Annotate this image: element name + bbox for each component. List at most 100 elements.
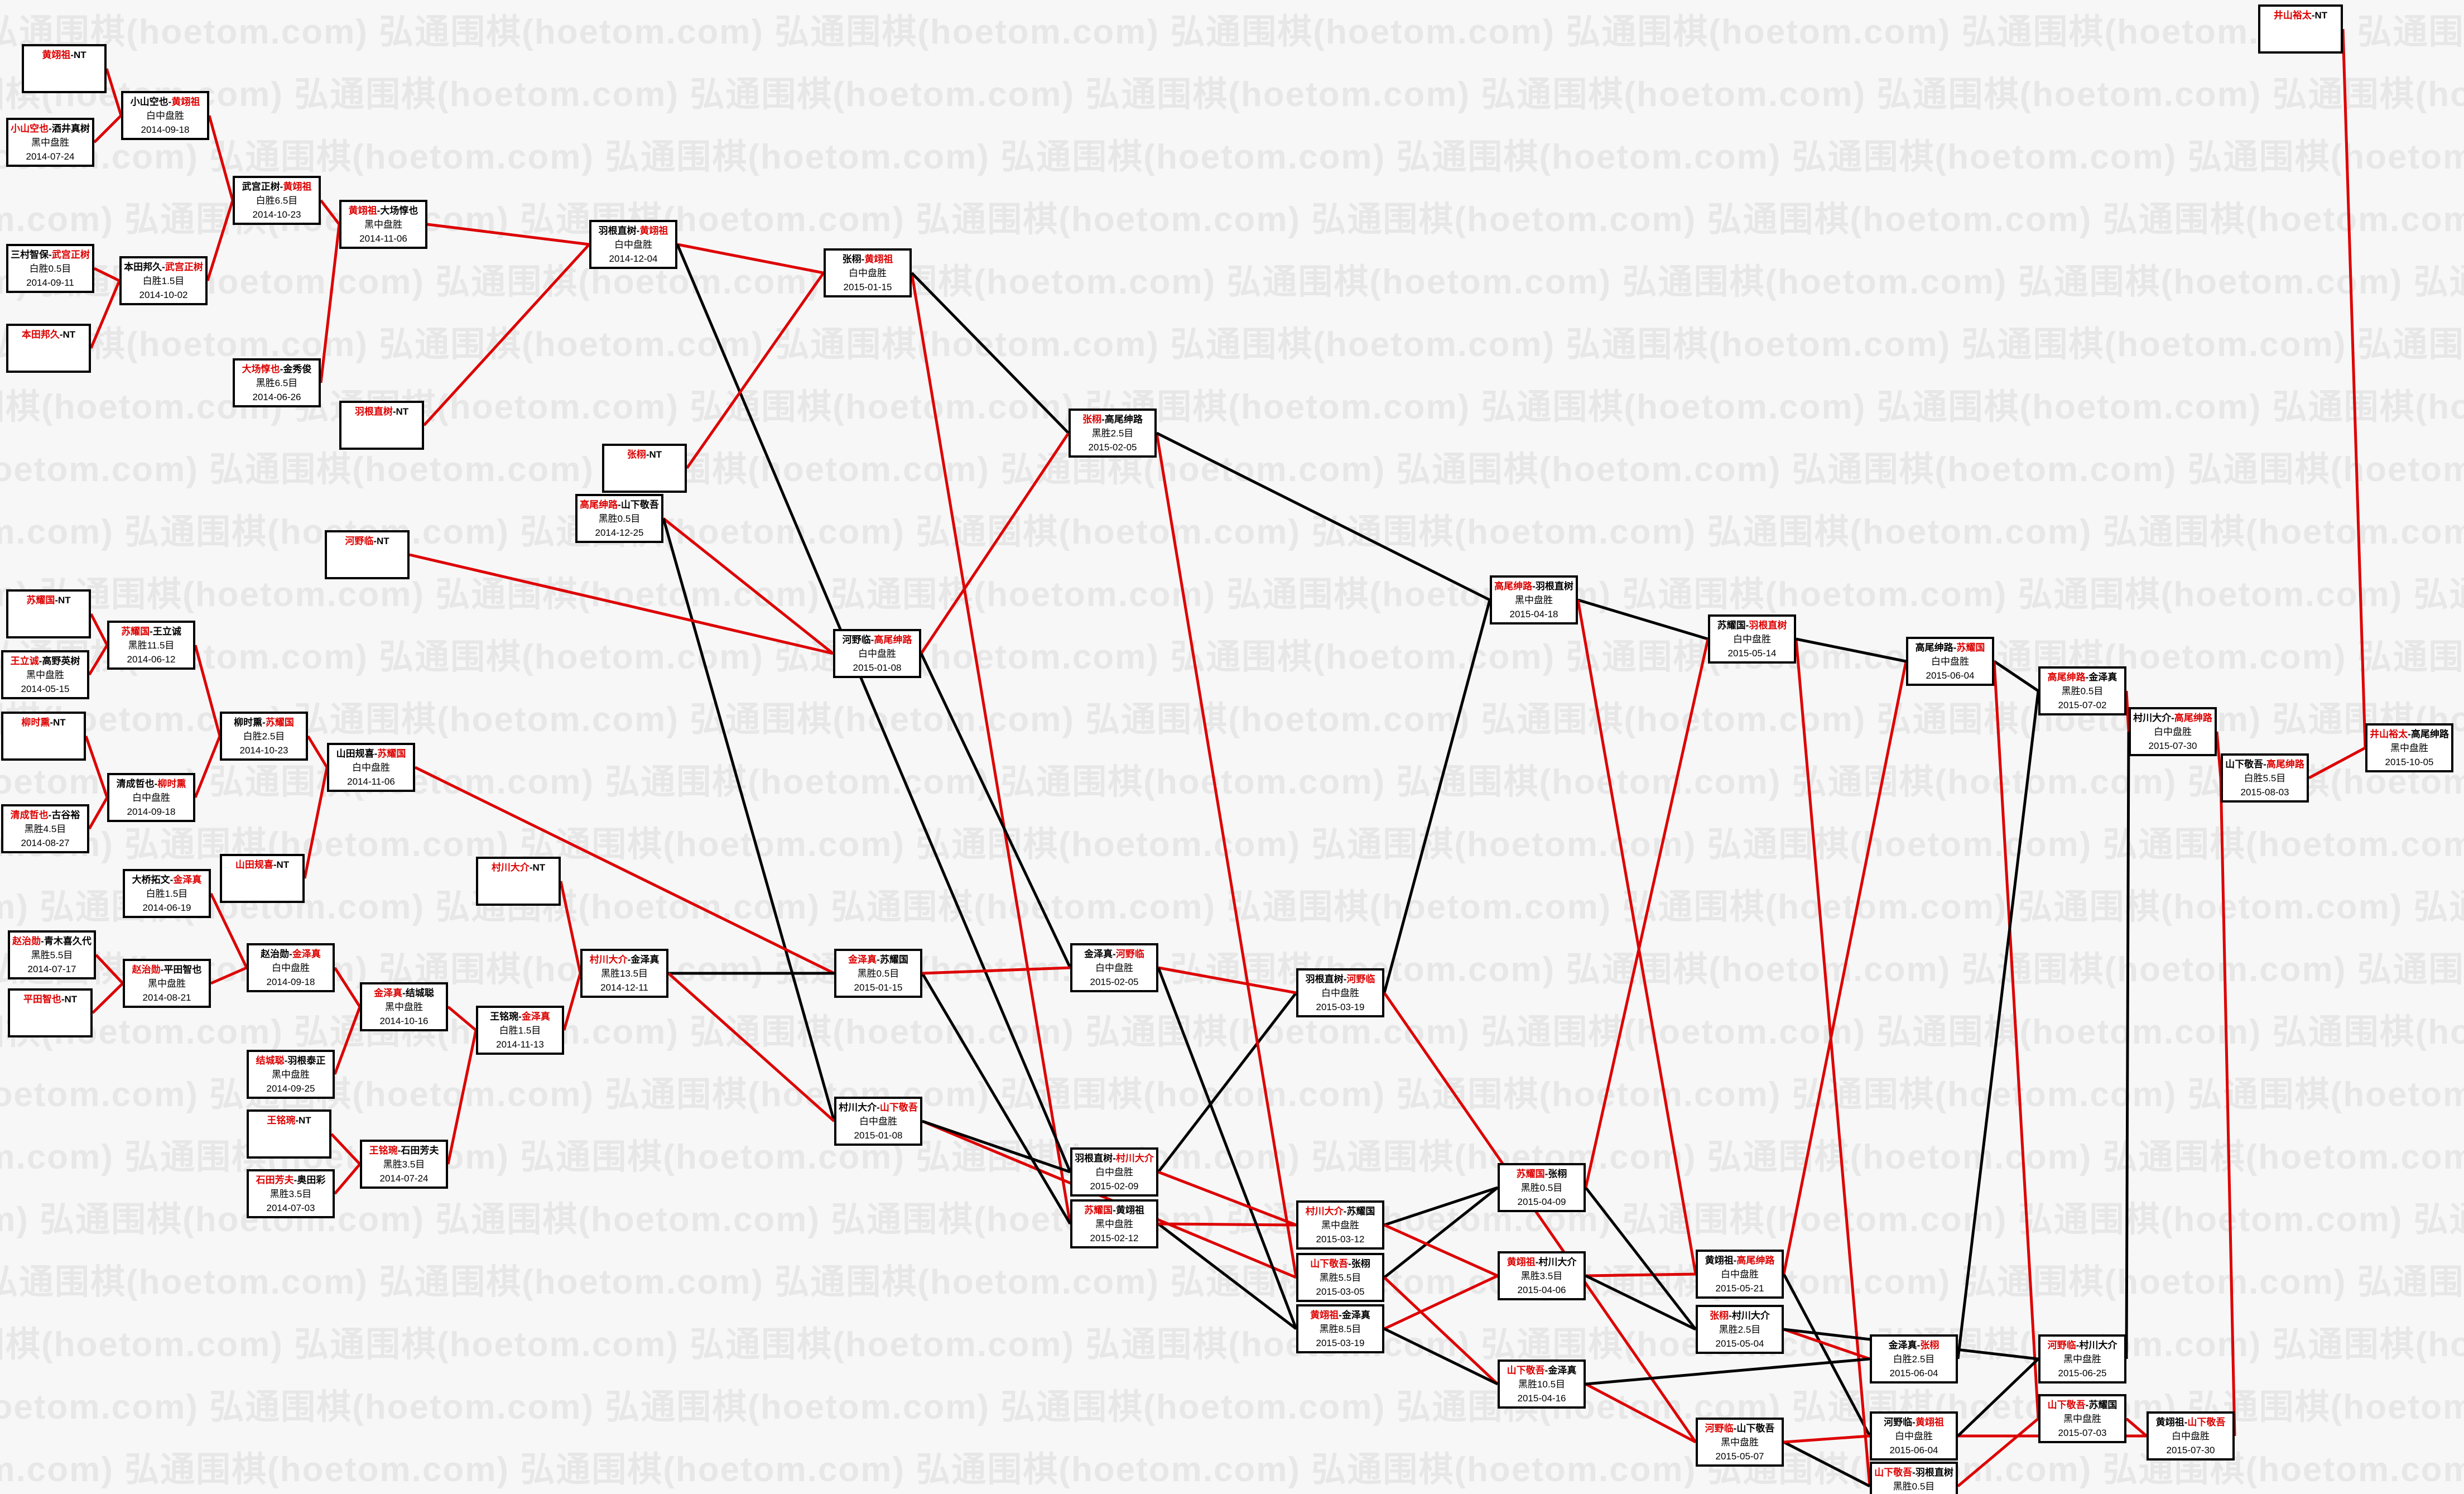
game-box[interactable]: 赵治勋-青木喜久代 黑胜5.5目 2014-07-17	[8, 930, 96, 979]
winner-path-line	[194, 645, 222, 737]
game-box[interactable]: 石田芳夫-奥田彩 黑胜3.5目 2014-07-03	[247, 1169, 335, 1218]
seed-game-box[interactable]: 平田智也-NT	[8, 988, 93, 1037]
game-box[interactable]: 赵治勋-金泽真 白中盘胜 2014-09-18	[247, 943, 335, 992]
game-box[interactable]: 柳时熏-苏耀国 白胜2.5目 2014-10-23	[220, 712, 308, 761]
game-box[interactable]: 河野临-村川大介 黑中盘胜 2015-06-25	[2038, 1334, 2126, 1383]
winner-path-line	[1782, 661, 1908, 1275]
player-name: 山下敬吾	[2225, 759, 2264, 770]
game-box[interactable]: 金泽真-结城聪 黑中盘胜 2014-10-16	[360, 982, 448, 1031]
result-text: 黑中盘胜	[2063, 1414, 2101, 1424]
seed-game-box[interactable]: 河野临-NT	[325, 530, 410, 579]
result-text: 黑中盘胜	[1321, 1220, 1359, 1231]
game-box[interactable]: 苏耀国-黄翊祖 黑中盘胜 2015-02-12	[1070, 1199, 1158, 1248]
players-label: 河野临-山下敬吾	[1698, 1421, 1782, 1435]
seed-game-box[interactable]: 村川大介-NT	[476, 857, 561, 906]
game-box[interactable]: 河野临-山下敬吾 黑中盘胜 2015-05-07	[1696, 1418, 1784, 1467]
game-box[interactable]: 金泽真-苏耀国 黑胜0.5目 2015-01-15	[834, 949, 922, 998]
player-name: 羽根直树	[1075, 1153, 1113, 1164]
date-text: 2015-02-12	[1090, 1233, 1139, 1243]
seed-game-box[interactable]: 井山裕太-NT	[2258, 4, 2343, 54]
result-text: 黑中盘胜	[2390, 743, 2428, 753]
date-text: 2014-10-23	[252, 209, 301, 220]
winner-name: 村川大介	[1115, 1153, 1154, 1164]
game-box[interactable]: 羽根直树-河野临 白中盘胜 2015-03-19	[1296, 968, 1384, 1017]
name-separator: -	[1343, 974, 1347, 984]
game-box[interactable]: 三村智保-武宫正树 白胜0.5目 2014-09-11	[6, 244, 94, 293]
game-box[interactable]: 河野临-黄翊祖 白中盘胜 2015-06-04	[1870, 1411, 1958, 1461]
game-box[interactable]: 河野临-高尾绅路 白中盘胜 2015-01-08	[833, 629, 921, 678]
game-box[interactable]: 高尾绅路-山下敬吾 黑胜0.5目 2014-12-25	[575, 494, 663, 543]
loser-path-line	[1956, 690, 2040, 1360]
game-box[interactable]: 黄翊祖-高尾绅路 白中盘胜 2015-05-21	[1696, 1250, 1784, 1299]
game-box[interactable]: 清成哲也-柳时熏 白中盘胜 2014-09-18	[107, 773, 195, 822]
seed-game-box[interactable]: 本田邦久-NT	[6, 324, 91, 373]
game-box[interactable]: 大桥拓文-金泽真 白胜1.5目 2014-06-19	[123, 869, 211, 918]
players-label: 山田规喜-NT	[222, 858, 302, 872]
game-box[interactable]: 高尾绅路-金泽真 黑胜0.5目 2015-07-02	[2038, 666, 2126, 715]
game-box[interactable]: 村川大介-高尾绅路 白中盘胜 2015-07-30	[2129, 707, 2217, 756]
game-box[interactable]: 清成哲也-古谷裕 黑胜4.5目 2014-08-27	[1, 804, 89, 853]
game-box[interactable]: 井山裕太-高尾绅路 黑中盘胜 2015-10-05	[2365, 723, 2453, 772]
name-separator: -	[397, 1145, 401, 1156]
date-text: 2015-02-05	[1090, 977, 1139, 987]
seed-game-box[interactable]: 柳时熏-NT	[1, 712, 86, 761]
game-box[interactable]: 武宫正树-黄翊祖 白胜6.5目 2014-10-23	[233, 176, 321, 225]
game-box[interactable]: 羽根直树-村川大介 白中盘胜 2015-02-09	[1070, 1147, 1158, 1197]
winner-name: 本田邦久	[21, 329, 60, 340]
game-box[interactable]: 山下敬吾-苏耀国 黑中盘胜 2015-07-03	[2038, 1394, 2126, 1443]
date-text: 2014-11-06	[347, 776, 395, 787]
game-box[interactable]: 高尾绅路-羽根直树 黑中盘胜 2015-04-18	[1490, 575, 1578, 624]
game-box[interactable]: 苏耀国-张栩 黑胜0.5目 2015-04-09	[1498, 1163, 1586, 1212]
game-box[interactable]: 山下敬吾-张栩 黑胜5.5目 2015-03-05	[1296, 1253, 1384, 1302]
game-box[interactable]: 村川大介-苏耀国 黑中盘胜 2015-03-12	[1296, 1200, 1384, 1250]
game-box[interactable]: 小山空也-黄翊祖 白中盘胜 2014-09-18	[121, 91, 209, 140]
game-box[interactable]: 高尾绅路-苏耀国 白中盘胜 2015-06-04	[1906, 637, 1994, 686]
game-box[interactable]: 大场惇也-金秀俊 黑胜6.5目 2014-06-26	[233, 358, 321, 407]
seed-game-box[interactable]: 苏耀国-NT	[6, 589, 91, 638]
game-box[interactable]: 羽根直树-黄翊祖 白中盘胜 2014-12-04	[589, 220, 677, 269]
game-box[interactable]: 黄翊祖-山下敬吾 白中盘胜 2015-07-30	[2147, 1411, 2235, 1461]
game-box[interactable]: 本田邦久-武宫正树 白胜1.5目 2014-10-02	[119, 256, 208, 305]
seed-game-box[interactable]: 张栩-NT	[602, 444, 687, 493]
seed-game-box[interactable]: 黄翊祖-NT	[22, 44, 107, 93]
game-box[interactable]: 山田规喜-苏耀国 白中盘胜 2014-11-06	[327, 743, 415, 792]
name-separator: -	[1917, 1340, 1921, 1351]
name-separator: -	[55, 595, 58, 606]
player-name: 金秀俊	[283, 364, 312, 374]
players-label: 山田规喜-苏耀国	[329, 747, 413, 761]
game-box[interactable]: 山下敬吾-高尾绅路 白胜5.5目 2015-08-03	[2221, 753, 2309, 803]
game-box[interactable]: 张栩-高尾绅路 黑胜2.5目 2015-02-05	[1069, 409, 1157, 458]
watermark-text: 弘通围棋(hoetom.com) 弘通围棋(hoetom.com) 弘通围棋(h…	[0, 513, 2464, 551]
seed-game-box[interactable]: 羽根直树-NT	[339, 401, 424, 450]
game-box[interactable]: 王铭琬-金泽真 白胜1.5目 2014-11-13	[476, 1006, 564, 1055]
game-box[interactable]: 王立诚-高野英树 黑中盘胜 2014-05-15	[1, 650, 89, 699]
game-box[interactable]: 苏耀国-羽根直树 白中盘胜 2015-05-14	[1708, 614, 1796, 664]
game-box[interactable]: 金泽真-河野临 白中盘胜 2015-02-05	[1070, 943, 1158, 992]
game-box[interactable]: 张栩-黄翊祖 白中盘胜 2015-01-15	[824, 248, 912, 297]
game-box[interactable]: 结城聪-羽根泰正 黑中盘胜 2014-09-25	[247, 1050, 335, 1099]
game-box[interactable]: 黄翊祖-村川大介 黑胜3.5目 2015-04-06	[1498, 1251, 1586, 1300]
winner-path-line	[95, 954, 124, 984]
winner-path-line	[677, 243, 824, 275]
seed-game-box[interactable]: 山田规喜-NT	[220, 854, 305, 903]
date-text: 2015-01-08	[854, 1130, 903, 1141]
game-box[interactable]: 金泽真-张栩 白胜2.5目 2015-06-04	[1870, 1334, 1958, 1383]
game-box[interactable]: 黄翊祖-大场惇也 黑中盘胜 2014-11-06	[339, 200, 427, 249]
name-separator: -	[1348, 1258, 1351, 1269]
winner-name: 井山裕太	[2370, 729, 2408, 739]
game-box[interactable]: 小山空也-酒井真树 黑中盘胜 2014-07-24	[6, 118, 94, 167]
game-box[interactable]: 黄翊祖-金泽真 黑胜8.5目 2015-03-19	[1296, 1304, 1384, 1353]
game-box[interactable]: 张栩-村川大介 黑胜2.5目 2015-05-04	[1696, 1305, 1784, 1354]
seed-game-box[interactable]: 王铭琬-NT	[247, 1109, 331, 1159]
game-box[interactable]: 赵治勋-平田智也 黑中盘胜 2014-08-21	[123, 959, 211, 1008]
game-box[interactable]: 王铭琬-石田芳夫 黑胜3.5目 2014-07-24	[360, 1140, 448, 1189]
date-text: 2014-10-16	[379, 1016, 429, 1026]
winner-name: 王立诚	[10, 656, 39, 666]
winner-path-line	[319, 224, 341, 383]
game-box[interactable]: 苏耀国-王立诚 黑胜11.5目 2014-06-12	[107, 621, 195, 670]
game-box[interactable]: 村川大介-金泽真 黑胜13.5目 2014-12-11	[580, 949, 668, 998]
game-box[interactable]: 山下敬吾-金泽真 黑胜10.5目 2015-04-16	[1498, 1360, 1586, 1409]
game-box[interactable]: 村川大介-山下敬吾 白中盘胜 2015-01-08	[834, 1097, 922, 1146]
bye-label: NT	[377, 536, 389, 546]
